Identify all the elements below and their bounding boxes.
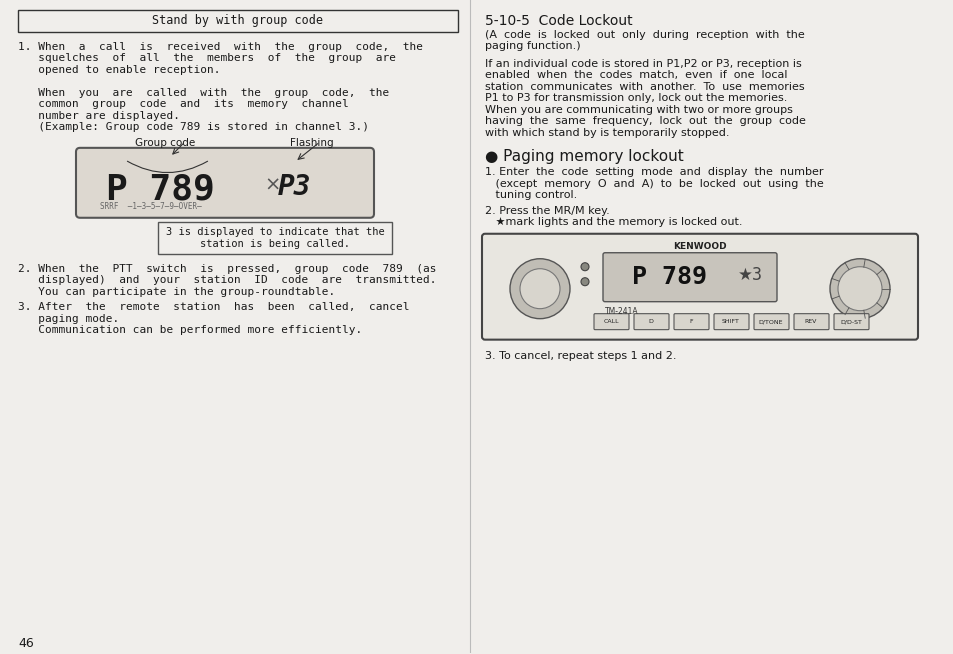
Text: Communication can be performed more efficiently.: Communication can be performed more effi… bbox=[18, 325, 362, 335]
Text: station is being called.: station is being called. bbox=[200, 239, 350, 249]
Text: Flashing: Flashing bbox=[290, 138, 334, 148]
Text: 46: 46 bbox=[18, 638, 33, 650]
FancyBboxPatch shape bbox=[753, 314, 788, 330]
Text: P3: P3 bbox=[278, 173, 312, 201]
Text: REV: REV bbox=[804, 319, 817, 324]
FancyBboxPatch shape bbox=[634, 314, 668, 330]
Text: D/D-ST: D/D-ST bbox=[840, 319, 861, 324]
Text: D: D bbox=[648, 319, 653, 324]
Text: (Example: Group code 789 is stored in channel 3.): (Example: Group code 789 is stored in ch… bbox=[18, 122, 369, 132]
Text: D/TONE: D/TONE bbox=[758, 319, 782, 324]
Text: When you are communicating with two or more groups: When you are communicating with two or m… bbox=[484, 105, 792, 115]
FancyBboxPatch shape bbox=[18, 10, 457, 32]
Text: KENWOOD: KENWOOD bbox=[673, 242, 726, 251]
FancyBboxPatch shape bbox=[594, 314, 628, 330]
Circle shape bbox=[519, 269, 559, 309]
Text: opened to enable reception.: opened to enable reception. bbox=[18, 65, 220, 75]
Text: 3 is displayed to indicate that the: 3 is displayed to indicate that the bbox=[166, 227, 384, 237]
Text: squelches  of  all  the  members  of  the  group  are: squelches of all the members of the grou… bbox=[18, 54, 395, 63]
FancyBboxPatch shape bbox=[713, 314, 748, 330]
Text: SHIFT: SHIFT bbox=[721, 319, 740, 324]
Text: paging mode.: paging mode. bbox=[18, 314, 119, 324]
Text: SRRF  —1—3—5—7—9—OVER—: SRRF —1—3—5—7—9—OVER— bbox=[100, 202, 201, 211]
Circle shape bbox=[580, 263, 588, 271]
Text: 1. When  a  call  is  received  with  the  group  code,  the: 1. When a call is received with the grou… bbox=[18, 42, 422, 52]
Text: tuning control.: tuning control. bbox=[484, 190, 577, 200]
Text: 3. After  the  remote  station  has  been  called,  cancel: 3. After the remote station has been cal… bbox=[18, 302, 409, 312]
Text: Stand by with group code: Stand by with group code bbox=[152, 14, 323, 27]
Text: (except  memory  O  and  A)  to  be  locked  out  using  the: (except memory O and A) to be locked out… bbox=[484, 179, 822, 189]
Text: If an individual code is stored in P1,P2 or P3, reception is: If an individual code is stored in P1,P2… bbox=[484, 59, 801, 69]
Text: enabled  when  the  codes  match,  even  if  one  local: enabled when the codes match, even if on… bbox=[484, 71, 786, 80]
FancyBboxPatch shape bbox=[158, 222, 392, 254]
Text: TM-241A: TM-241A bbox=[604, 307, 638, 316]
Text: ● Paging memory lockout: ● Paging memory lockout bbox=[484, 149, 683, 164]
FancyBboxPatch shape bbox=[481, 233, 917, 339]
Circle shape bbox=[829, 259, 889, 318]
FancyBboxPatch shape bbox=[833, 314, 868, 330]
Text: having  the  same  frequency,  lock  out  the  group  code: having the same frequency, lock out the … bbox=[484, 116, 805, 126]
Text: 2. Press the MR/M key.: 2. Press the MR/M key. bbox=[484, 206, 609, 216]
FancyBboxPatch shape bbox=[793, 314, 828, 330]
Text: Group code: Group code bbox=[135, 138, 195, 148]
Text: number are displayed.: number are displayed. bbox=[18, 111, 180, 121]
Circle shape bbox=[510, 259, 569, 318]
Text: paging function.): paging function.) bbox=[484, 41, 580, 52]
FancyBboxPatch shape bbox=[602, 252, 776, 301]
Text: (A  code  is  locked  out  only  during  reception  with  the: (A code is locked out only during recept… bbox=[484, 30, 804, 40]
Circle shape bbox=[837, 267, 882, 311]
Text: displayed)  and  your  station  ID  code  are  transmitted.: displayed) and your station ID code are … bbox=[18, 275, 436, 285]
Text: 2. When  the  PTT  switch  is  pressed,  group  code  789  (as: 2. When the PTT switch is pressed, group… bbox=[18, 264, 436, 274]
Text: ×: × bbox=[265, 175, 281, 194]
Text: P 789: P 789 bbox=[106, 173, 214, 207]
Text: 1. Enter  the  code  setting  mode  and  display  the  number: 1. Enter the code setting mode and displ… bbox=[484, 167, 822, 177]
Text: 3. To cancel, repeat steps 1 and 2.: 3. To cancel, repeat steps 1 and 2. bbox=[484, 351, 676, 360]
Text: CALL: CALL bbox=[602, 319, 618, 324]
Text: 5-10-5  Code Lockout: 5-10-5 Code Lockout bbox=[484, 14, 632, 28]
Text: station  communicates  with  another.  To  use  memories: station communicates with another. To us… bbox=[484, 82, 803, 92]
Text: F: F bbox=[688, 319, 692, 324]
Text: P 789: P 789 bbox=[632, 265, 707, 288]
Text: common  group  code  and  its  memory  channel: common group code and its memory channel bbox=[18, 99, 349, 109]
Text: with which stand by is temporarily stopped.: with which stand by is temporarily stopp… bbox=[484, 128, 729, 138]
Text: 3: 3 bbox=[751, 266, 761, 284]
FancyBboxPatch shape bbox=[673, 314, 708, 330]
FancyBboxPatch shape bbox=[76, 148, 374, 218]
Text: P1 to P3 for transmission only, lock out the memories.: P1 to P3 for transmission only, lock out… bbox=[484, 94, 786, 103]
Circle shape bbox=[580, 278, 588, 286]
Text: ★: ★ bbox=[737, 266, 752, 284]
Text: ★mark lights and the memory is locked out.: ★mark lights and the memory is locked ou… bbox=[484, 217, 741, 228]
Text: You can participate in the group-roundtable.: You can participate in the group-roundta… bbox=[18, 286, 335, 297]
Text: When  you  are  called  with  the  group  code,  the: When you are called with the group code,… bbox=[18, 88, 389, 98]
